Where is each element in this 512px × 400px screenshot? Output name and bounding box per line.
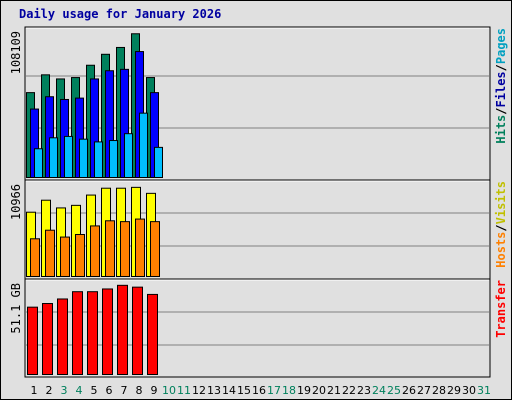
series-label-part: Visits	[494, 181, 508, 224]
max-label: 10966	[9, 184, 23, 220]
day-label-19: 19	[297, 384, 311, 397]
bar-hosts-day-7	[120, 221, 130, 278]
bar-hosts-day-8	[135, 218, 145, 277]
max-label: 51.1 GB	[9, 283, 23, 334]
day-label-18: 18	[282, 384, 296, 397]
bar-pages-day-9	[154, 146, 163, 178]
day-label-31: 31	[477, 384, 491, 397]
day-label-14: 14	[222, 384, 236, 397]
day-label-21: 21	[327, 384, 341, 397]
bar-hosts-day-6	[105, 220, 115, 278]
series-label-part: Pages	[494, 28, 508, 64]
day-label-8: 8	[136, 384, 143, 397]
series-label-part: Files	[494, 71, 508, 107]
day-label-16: 16	[252, 384, 266, 397]
day-label-26: 26	[402, 384, 416, 397]
bar-pages-day-1	[34, 148, 43, 178]
bar-pages-day-5	[94, 141, 103, 179]
bar-pages-day-2	[49, 137, 58, 179]
bar-transfer-day-3	[57, 298, 68, 375]
day-label-1: 1	[31, 384, 38, 397]
bar-hosts-day-9	[150, 221, 160, 278]
day-label-10: 10	[162, 384, 176, 397]
series-label: Hits/Files/Pages	[494, 28, 508, 144]
day-label-2: 2	[46, 384, 53, 397]
bar-transfer-day-7	[117, 284, 128, 376]
day-label-30: 30	[462, 384, 476, 397]
day-label-9: 9	[151, 384, 158, 397]
day-label-17: 17	[267, 384, 281, 397]
day-label-27: 27	[417, 384, 431, 397]
bar-hosts-day-1	[30, 238, 40, 277]
bar-transfer-day-2	[42, 303, 53, 375]
series-label: Transfer	[494, 280, 508, 338]
day-label-20: 20	[312, 384, 326, 397]
day-label-12: 12	[192, 384, 206, 397]
day-label-3: 3	[61, 384, 68, 397]
bar-hosts-day-5	[90, 225, 100, 277]
bar-transfer-day-1	[27, 306, 38, 375]
day-label-29: 29	[447, 384, 461, 397]
day-label-22: 22	[342, 384, 356, 397]
bar-pages-day-7	[124, 133, 133, 179]
bar-transfer-day-6	[102, 288, 113, 376]
chart-title: Daily usage for January 2026	[19, 7, 222, 21]
bar-hosts-day-2	[45, 229, 55, 277]
series-label-part: Transfer	[494, 280, 508, 338]
bar-pages-day-8	[139, 112, 148, 178]
day-label-23: 23	[357, 384, 371, 397]
day-label-15: 15	[237, 384, 251, 397]
day-label-24: 24	[372, 384, 386, 397]
day-label-7: 7	[121, 384, 128, 397]
day-label-5: 5	[91, 384, 98, 397]
series-label-part: Hosts	[494, 232, 508, 268]
bar-hosts-day-3	[60, 236, 70, 277]
day-label-6: 6	[106, 384, 113, 397]
day-label-28: 28	[432, 384, 446, 397]
bar-transfer-day-4	[72, 291, 83, 375]
day-label-11: 11	[177, 384, 191, 397]
bar-pages-day-4	[79, 138, 88, 179]
series-label-part: /	[494, 107, 508, 114]
bar-pages-day-3	[64, 135, 73, 179]
series-label-part: Hits	[494, 115, 508, 144]
series-label-part: /	[494, 224, 508, 231]
max-label: 108109	[9, 31, 23, 74]
bar-transfer-day-5	[87, 291, 98, 375]
bar-transfer-day-8	[132, 286, 143, 375]
bar-hosts-day-4	[75, 233, 85, 278]
day-label-13: 13	[207, 384, 221, 397]
bar-transfer-day-9	[147, 293, 158, 375]
day-label-4: 4	[76, 384, 83, 397]
day-label-25: 25	[387, 384, 401, 397]
series-label: Hosts/Visits	[494, 181, 508, 268]
bar-pages-day-6	[109, 140, 118, 179]
series-label-part: /	[494, 64, 508, 71]
